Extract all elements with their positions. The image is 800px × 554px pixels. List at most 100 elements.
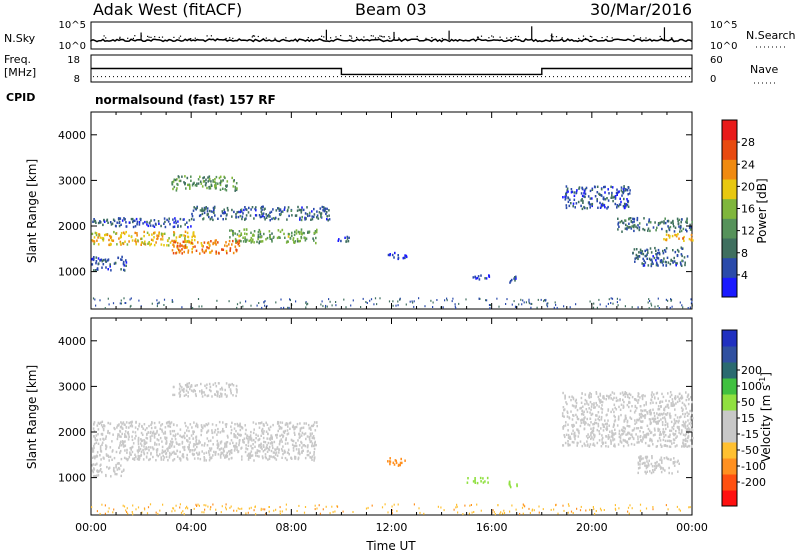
noise-search-dot	[606, 36, 608, 38]
data-cell	[647, 229, 649, 232]
ground-cell	[172, 507, 175, 510]
data-cell	[316, 216, 318, 219]
data-cell	[596, 198, 598, 201]
data-cell	[562, 196, 564, 199]
data-cell	[230, 389, 232, 393]
data-cell	[104, 437, 107, 440]
data-cell	[653, 419, 655, 422]
data-cell	[224, 188, 226, 191]
ground-cell	[670, 298, 673, 301]
data-cell	[656, 460, 658, 464]
ground-cell	[572, 512, 574, 514]
data-cell	[156, 431, 158, 434]
data-cell	[103, 220, 106, 223]
freq-label-line2: [MHz]	[4, 66, 36, 79]
data-cell	[565, 401, 567, 404]
data-cell	[219, 441, 222, 444]
data-cell	[152, 224, 154, 227]
data-cell	[105, 260, 107, 263]
ground-cell	[647, 301, 649, 304]
data-cell	[326, 218, 328, 221]
data-cell	[100, 450, 102, 453]
ground-cell	[245, 512, 247, 515]
data-cell	[241, 426, 244, 430]
data-cell	[206, 394, 209, 398]
data-cell	[243, 208, 245, 212]
data-cell	[674, 413, 677, 417]
data-cell	[125, 457, 128, 460]
data-cell	[133, 457, 135, 461]
data-cell	[229, 247, 232, 250]
data-cell	[570, 202, 572, 205]
data-cell	[573, 424, 575, 427]
ground-cell	[324, 306, 327, 309]
data-cell	[190, 175, 192, 178]
data-cell	[265, 430, 268, 433]
data-cell	[250, 241, 253, 244]
data-cell	[571, 424, 573, 427]
data-cell	[259, 230, 262, 233]
data-cell	[666, 405, 669, 408]
data-cell	[300, 434, 303, 437]
data-cell	[569, 198, 571, 201]
data-cell	[588, 424, 591, 427]
data-cell	[290, 457, 293, 460]
data-cell	[195, 424, 197, 428]
data-cell	[660, 418, 662, 421]
data-cell	[617, 418, 620, 421]
data-cell	[624, 414, 627, 417]
data-cell	[599, 193, 601, 196]
data-cell	[150, 426, 153, 430]
data-cell	[112, 218, 115, 221]
data-cell	[389, 253, 391, 257]
data-cell	[674, 408, 676, 411]
ground-cell	[239, 508, 241, 510]
data-cell	[472, 276, 475, 279]
data-cell	[207, 439, 210, 443]
data-cell	[118, 237, 120, 240]
data-cell	[250, 430, 252, 434]
data-cell	[688, 444, 690, 448]
data-cell	[635, 421, 638, 424]
data-cell	[603, 185, 605, 189]
data-cell	[651, 455, 653, 458]
data-cell	[154, 441, 156, 445]
data-cell	[622, 438, 625, 442]
data-cell	[124, 435, 126, 438]
data-cell	[199, 180, 202, 183]
data-cell	[250, 231, 252, 234]
ground-cell	[678, 508, 680, 511]
data-cell	[184, 244, 186, 248]
ground-cell	[332, 511, 334, 514]
data-cell	[649, 418, 652, 421]
data-cell	[250, 236, 253, 240]
data-cell	[231, 421, 233, 424]
data-cell	[594, 418, 597, 421]
data-cell	[171, 451, 174, 454]
ground-cell	[520, 298, 522, 301]
data-cell	[281, 440, 283, 443]
data-cell	[164, 426, 167, 429]
ground-cell	[262, 508, 264, 511]
data-cell	[152, 455, 154, 459]
ground-cell	[367, 506, 369, 509]
data-cell	[601, 408, 604, 411]
data-cell	[174, 219, 177, 222]
ground-cell	[599, 507, 602, 510]
data-cell	[595, 391, 598, 394]
data-cell	[568, 395, 571, 399]
data-cell	[690, 233, 693, 237]
data-cell	[682, 425, 685, 428]
data-cell	[173, 450, 175, 454]
data-cell	[226, 434, 229, 438]
data-cell	[564, 394, 566, 397]
data-cell	[175, 221, 177, 225]
data-cell	[221, 386, 223, 390]
data-cell	[303, 444, 305, 447]
data-cell	[153, 231, 155, 235]
data-cell	[288, 453, 290, 456]
ground-cell	[518, 303, 520, 306]
data-cell	[591, 204, 593, 208]
data-cell	[581, 392, 583, 395]
data-cell	[681, 445, 683, 448]
